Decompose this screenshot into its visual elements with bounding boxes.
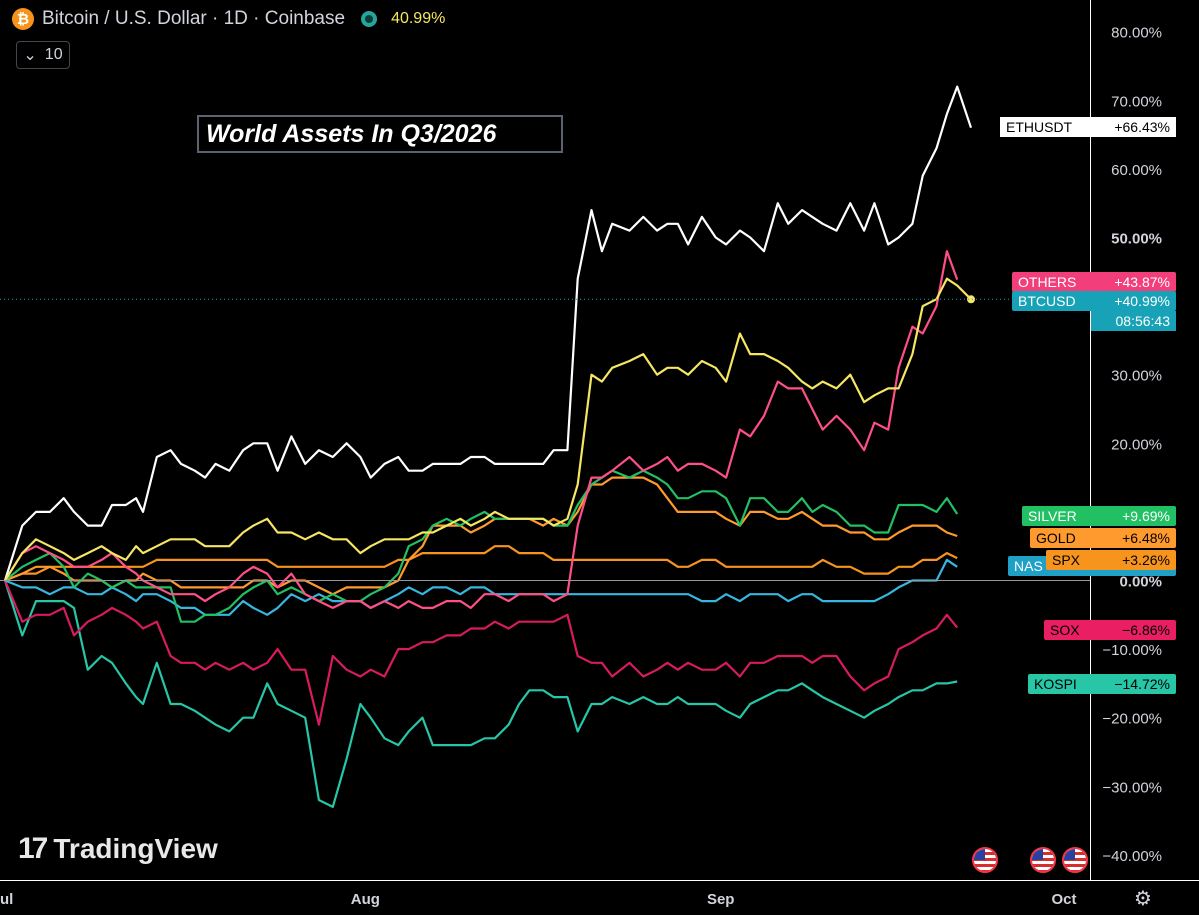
series-label-value: +6.48%	[1122, 530, 1170, 546]
zero-baseline	[0, 298, 1090, 581]
series-label-background	[1044, 620, 1176, 640]
series-label-spx[interactable]: SPX +3.26%	[1046, 550, 1176, 570]
price-tick-label: −20.00%	[1102, 711, 1162, 728]
series-lines	[3, 85, 975, 808]
series-label-value: +40.99%	[1114, 293, 1170, 309]
series-label-name: BTCUSD	[1018, 293, 1076, 309]
tradingview-logo-icon: 17	[18, 832, 48, 865]
series-line-sox[interactable]	[3, 580, 959, 726]
series-label-background	[1022, 506, 1176, 526]
series-label-value: −6.86%	[1122, 622, 1170, 638]
symbol-header[interactable]: ₿ Bitcoin / U.S. Dollar · 1D · Coinbase …	[12, 8, 445, 30]
series-labels: NAS ETHUSDT +66.43% OTHERS +43.87% BTCUSD +40.…	[1000, 117, 1176, 694]
series-label-ethusdt[interactable]: ETHUSDT +66.43%	[1000, 117, 1176, 137]
bar-countdown: 08:56:43	[1116, 313, 1171, 329]
btc-last-point	[967, 295, 975, 304]
price-tick-label: 80.00%	[1111, 25, 1162, 42]
series-label-background	[1046, 550, 1176, 570]
series-label-background	[1012, 291, 1176, 311]
chevron-down-icon: ⌄	[23, 47, 37, 64]
bitcoin-icon: ₿	[12, 8, 34, 30]
price-tick-label: 50.00%	[1111, 231, 1162, 248]
series-label-name: SOX	[1050, 622, 1080, 638]
series-label-name: ETHUSDT	[1006, 119, 1073, 135]
us-flag-event-icon[interactable]	[972, 847, 998, 873]
time-tick-label: ul	[0, 891, 13, 908]
indicator-count: 10	[44, 46, 63, 63]
symbol-title: Bitcoin / U.S. Dollar · 1D · Coinbase	[42, 8, 346, 29]
time-tick-label: Oct	[1051, 891, 1076, 908]
price-tick-label: 70.00%	[1111, 93, 1162, 110]
tradingview-logo[interactable]: 17 TradingView	[18, 832, 218, 866]
price-tick-label: −40.00%	[1102, 848, 1162, 865]
price-tick-label: 30.00%	[1111, 368, 1162, 385]
series-label-silver[interactable]: SILVER +9.69%	[1022, 506, 1176, 526]
time-axis: ul Aug Sep Oct	[0, 880, 1199, 908]
time-tick-label: Sep	[707, 891, 735, 908]
us-flag-event-icon[interactable]	[1030, 847, 1056, 873]
series-label-background	[1028, 674, 1176, 694]
series-label-value: +66.43%	[1114, 119, 1170, 135]
us-flag-event-icon[interactable]	[1062, 847, 1088, 873]
indicators-collapse-button[interactable]: ⌄ 10	[16, 41, 70, 69]
series-label-name: NAS	[1014, 558, 1043, 574]
series-label-others[interactable]: OTHERS +43.87%	[1012, 272, 1176, 292]
series-line-kospi[interactable]	[3, 580, 958, 808]
series-label-value: +9.69%	[1122, 508, 1170, 524]
series-line-spx[interactable]	[4, 545, 958, 582]
time-tick-label: Aug	[351, 891, 380, 908]
series-line-btcusd[interactable]	[4, 277, 972, 582]
series-label-name: SPX	[1052, 552, 1081, 568]
series-label-background	[1012, 272, 1176, 292]
series-label-value: +3.26%	[1122, 552, 1170, 568]
series-line-ethusdt[interactable]	[3, 85, 973, 581]
series-label-kospi[interactable]: KOSPI −14.72%	[1028, 674, 1176, 694]
price-tick-label: −30.00%	[1102, 779, 1162, 796]
series-label-background	[1030, 528, 1176, 548]
price-tick-label: 60.00%	[1111, 162, 1162, 179]
series-line-others[interactable]	[4, 250, 959, 609]
series-label-name: KOSPI	[1034, 676, 1077, 692]
price-tick-label: 20.00%	[1111, 436, 1162, 453]
series-label-gold[interactable]: GOLD +6.48%	[1030, 528, 1176, 548]
price-tick-label: 0.00%	[1119, 574, 1162, 591]
tradingview-logo-text: TradingView	[53, 833, 218, 864]
series-label-value: −14.72%	[1114, 676, 1170, 692]
countdown-background	[1091, 311, 1176, 331]
market-status-icon	[361, 11, 378, 27]
series-label-value: +43.87%	[1114, 274, 1170, 290]
price-tick-label: −10.00%	[1102, 642, 1162, 659]
series-label-sox[interactable]: SOX −6.86%	[1044, 620, 1176, 640]
series-label-name: SILVER	[1028, 508, 1077, 524]
series-line-nasdaq[interactable]	[4, 558, 958, 616]
series-label-name: OTHERS	[1018, 274, 1076, 290]
series-label-btcusd[interactable]: BTCUSD +40.99% 08:56:43	[1012, 291, 1176, 331]
symbol-change: 40.99%	[391, 10, 446, 27]
annotation-text: World Assets In Q3/2026	[206, 119, 497, 148]
series-label-name: GOLD	[1036, 530, 1076, 546]
chart-annotation[interactable]: World Assets In Q3/2026	[197, 115, 563, 153]
gear-icon[interactable]: ⚙	[1134, 888, 1152, 910]
series-label-background	[1000, 117, 1176, 137]
price-axis: 80.00% 70.00% 60.00% 50.00% 30.00% 20.00% 0.00…	[1090, 0, 1162, 880]
